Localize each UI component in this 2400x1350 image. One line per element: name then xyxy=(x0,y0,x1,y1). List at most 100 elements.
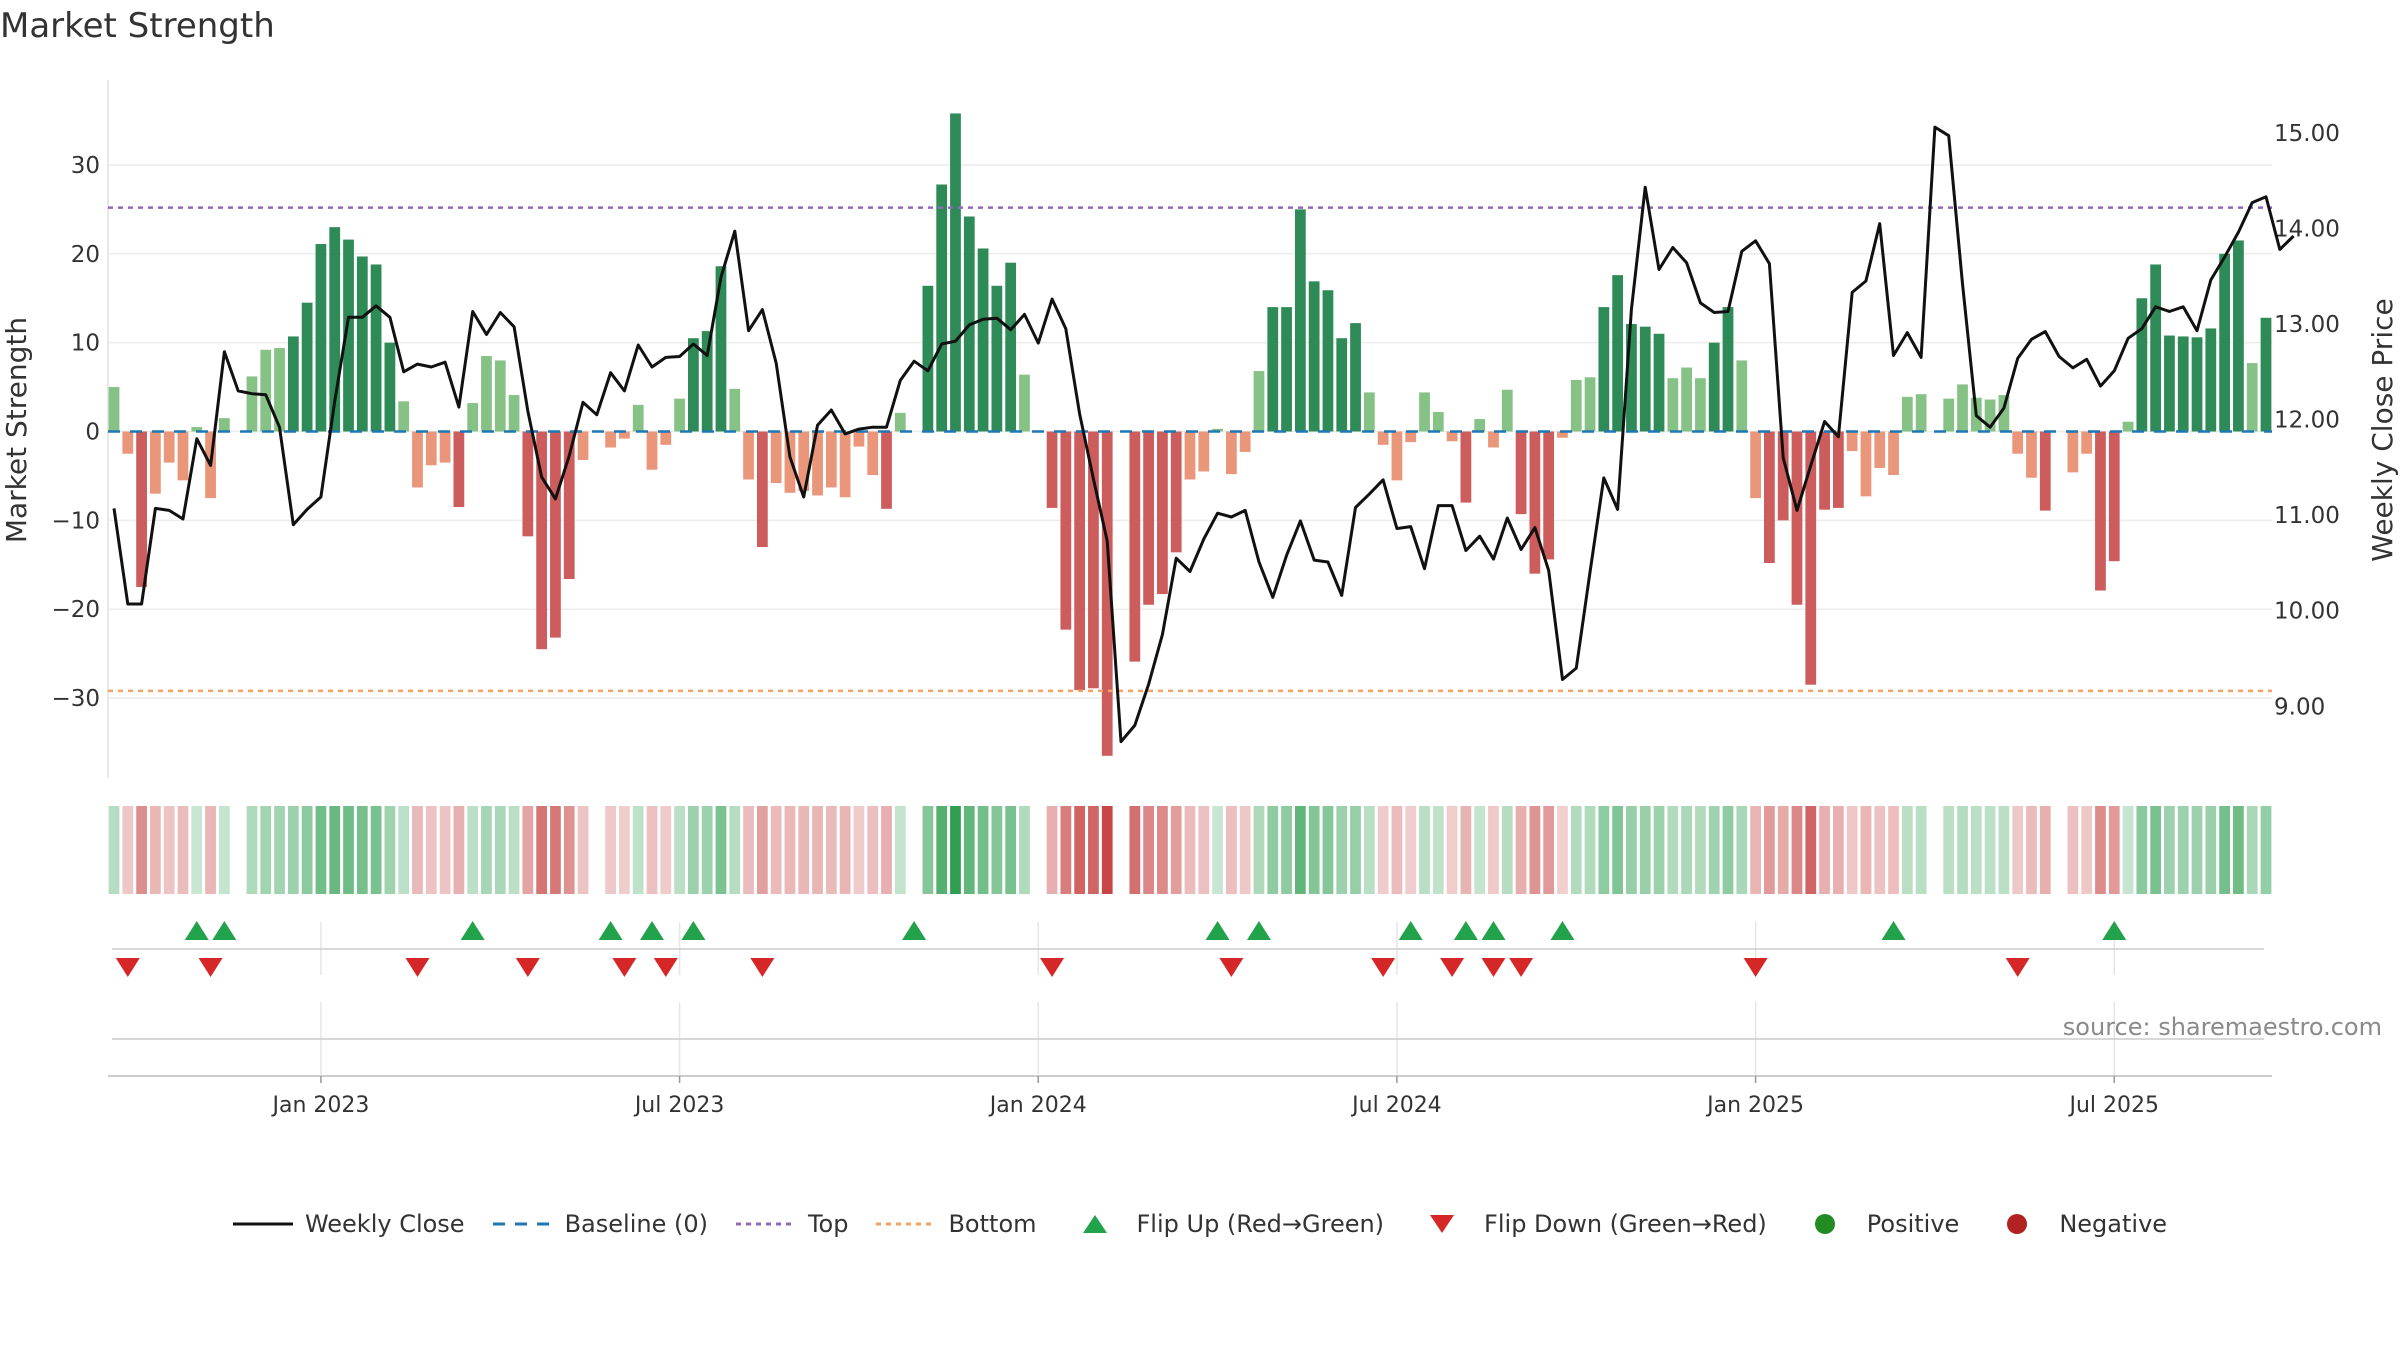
strength-bar xyxy=(605,431,616,448)
strength-bar xyxy=(1915,394,1927,432)
heat-cell xyxy=(674,806,685,894)
strength-bar xyxy=(1695,378,1706,432)
strength-bar xyxy=(1157,431,1168,595)
strength-bar xyxy=(1474,419,1486,432)
heat-cell xyxy=(1639,806,1651,894)
flip-up-marker xyxy=(1453,921,1478,940)
strength-bar xyxy=(439,431,451,463)
grid-lines xyxy=(108,164,2272,1075)
heat-cell xyxy=(1998,806,2010,894)
heat-cell xyxy=(1888,806,1899,894)
strength-bar xyxy=(853,431,865,447)
heat-cell xyxy=(701,806,713,894)
strength-bar xyxy=(370,264,382,432)
strength-bar xyxy=(1170,431,1182,553)
strength-bar xyxy=(1777,431,1789,521)
strength-bar xyxy=(274,347,285,432)
strength-bar xyxy=(977,248,989,432)
axis-titles: Market Strength Weekly Close Price xyxy=(0,298,2399,561)
close-line-layer xyxy=(112,125,2295,744)
heat-cell xyxy=(522,806,534,894)
strength-bar xyxy=(356,256,368,432)
legend-label: Bottom xyxy=(948,1210,1037,1238)
strength-bar xyxy=(936,184,948,432)
heat-cell xyxy=(2012,806,2024,894)
heat-cell xyxy=(853,806,865,894)
strength-bar xyxy=(136,431,147,587)
strength-bar xyxy=(150,431,161,494)
heat-cell xyxy=(798,806,810,894)
heat-cell xyxy=(1943,806,1955,894)
strength-bar xyxy=(2095,431,2106,591)
heat-cell xyxy=(2233,806,2244,894)
heat-cell xyxy=(1322,806,1334,894)
source-credit: source: sharemaestro.com xyxy=(2062,1013,2382,1041)
heat-cell xyxy=(1157,806,1168,894)
heat-cell xyxy=(1446,806,1458,894)
heat-cell xyxy=(1308,806,1320,894)
heat-cell xyxy=(2205,806,2217,894)
x-tick-label: Jan 2024 xyxy=(988,1093,1087,1118)
strength-bar xyxy=(2108,431,2120,562)
strength-bar xyxy=(1294,209,1306,432)
heat-cell xyxy=(688,806,699,894)
flip-down-marker xyxy=(1371,958,1396,977)
strength-bar xyxy=(1901,396,1913,432)
heat-cell xyxy=(301,806,313,894)
flip-down-marker xyxy=(750,958,775,977)
legend-item-negative: Negative xyxy=(1987,1210,2167,1238)
heat-cell xyxy=(1501,806,1513,894)
strength-bar xyxy=(674,398,685,432)
legend-swatch-positive xyxy=(1814,1214,1835,1234)
strength-bar xyxy=(398,401,410,432)
heat-cell xyxy=(839,806,851,894)
flip-up-marker xyxy=(460,921,485,940)
heat-cell xyxy=(1832,806,1844,894)
legend-swatch-flip-down xyxy=(1430,1215,1455,1233)
strength-bar xyxy=(122,431,134,454)
heat-cell xyxy=(1405,806,1417,894)
y2-axis-title: Weekly Close Price xyxy=(2366,298,2399,561)
strength-bar xyxy=(1391,431,1403,481)
heat-cell xyxy=(2067,806,2079,894)
heat-cell xyxy=(1901,806,1913,894)
strength-bar xyxy=(2164,335,2175,432)
y2-tick-label: 15.00 xyxy=(2274,121,2340,147)
heat-cell xyxy=(370,806,382,894)
strength-bar xyxy=(218,418,230,432)
strength-bar xyxy=(329,227,341,432)
strength-bar xyxy=(467,403,479,432)
strength-bar xyxy=(2026,431,2037,478)
strength-heat-strip xyxy=(108,806,2272,894)
y-tick-label: 10 xyxy=(71,331,100,357)
y-tick-label: −10 xyxy=(51,508,100,534)
y-tick-label: 30 xyxy=(71,153,100,179)
strength-bar xyxy=(1681,367,1692,432)
heat-cell xyxy=(1198,806,1210,894)
strength-bar xyxy=(2039,431,2051,511)
flip-up-marker xyxy=(902,921,927,940)
strength-bar xyxy=(287,336,299,432)
legend-swatch-baseline xyxy=(492,1222,553,1226)
flip-up-marker xyxy=(2102,921,2127,940)
flip-up-marker xyxy=(598,921,623,940)
heat-cell xyxy=(825,806,837,894)
flip-down-marker xyxy=(2005,958,2030,977)
heat-cell xyxy=(1584,806,1596,894)
flip-down-marker xyxy=(1481,958,1506,977)
y2-tick-label: 10.00 xyxy=(2274,599,2340,625)
strength-bar xyxy=(1639,326,1651,432)
heat-cell xyxy=(1874,806,1886,894)
heat-cell xyxy=(218,806,230,894)
heat-cell xyxy=(1184,806,1196,894)
strength-bar xyxy=(1764,431,1775,563)
heat-cell xyxy=(991,806,1003,894)
heat-cell xyxy=(205,806,216,894)
strength-bar xyxy=(1363,392,1375,432)
strength-bar xyxy=(1129,431,1141,662)
legend-label: Top xyxy=(807,1210,849,1238)
strength-bar xyxy=(922,285,934,432)
y2-tick-label: 14.00 xyxy=(2274,216,2340,242)
heat-cell xyxy=(384,806,396,894)
strength-bar xyxy=(163,431,175,463)
